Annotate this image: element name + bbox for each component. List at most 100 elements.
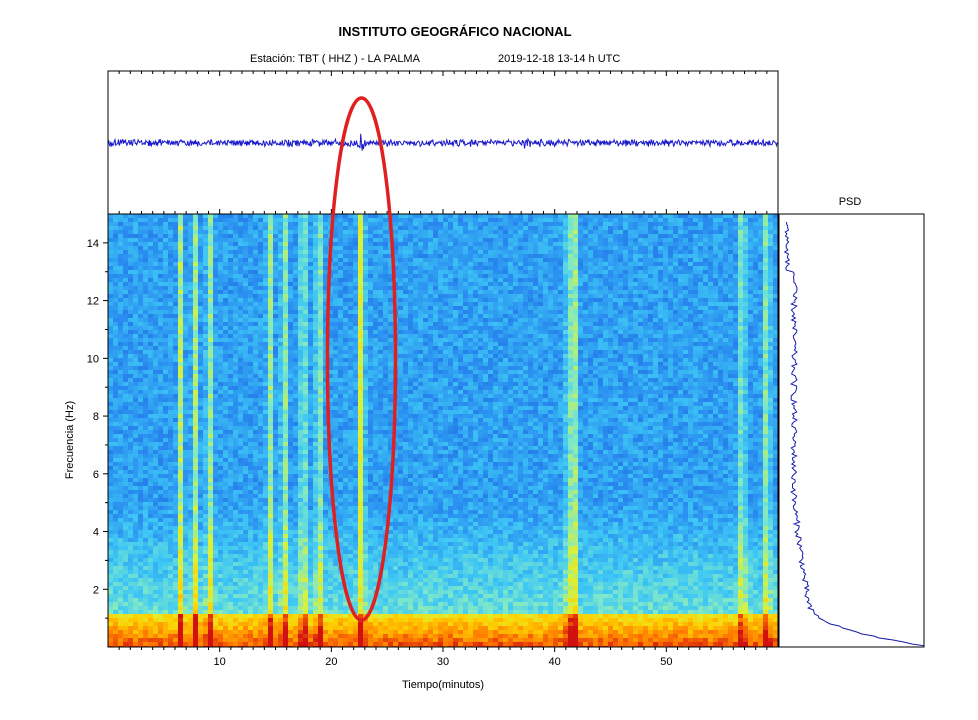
spectrogram-cell — [173, 534, 178, 538]
spectrogram-cell — [233, 610, 238, 614]
spectrogram-cell — [113, 346, 118, 350]
spectrogram-cell — [118, 586, 123, 590]
spectrogram-cell — [263, 282, 268, 286]
spectrogram-cell — [288, 278, 293, 282]
spectrogram-cell — [283, 442, 288, 446]
spectrogram-cell — [173, 342, 178, 346]
spectrogram-cell — [323, 510, 328, 514]
spectrogram-cell — [183, 618, 188, 622]
spectrogram-cell — [128, 482, 133, 486]
spectrogram-cell — [208, 346, 213, 350]
spectrogram-cell — [153, 526, 158, 530]
spectrogram-cell — [148, 482, 153, 486]
spectrogram-cell — [273, 278, 278, 282]
spectrogram-cell — [248, 298, 253, 302]
spectrogram-cell — [143, 226, 148, 230]
spectrogram-cell — [118, 330, 123, 334]
spectrogram-cell — [298, 410, 303, 414]
spectrogram-cell — [283, 358, 288, 362]
spectrogram-cell — [193, 502, 198, 506]
spectrogram-cell — [183, 382, 188, 386]
spectrogram-cell — [163, 298, 168, 302]
spectrogram-cell — [188, 374, 193, 378]
spectrogram-cell — [148, 622, 153, 626]
spectrogram-cell — [293, 466, 298, 470]
spectrogram-cell — [123, 454, 128, 458]
spectrogram-cell — [148, 246, 153, 250]
spectrogram-cell — [153, 378, 158, 382]
spectrogram-cell — [318, 498, 323, 502]
spectrogram-cell — [308, 350, 313, 354]
spectrogram-cell — [123, 318, 128, 322]
spectrogram-cell — [138, 506, 143, 510]
spectrogram-cell — [308, 358, 313, 362]
spectrogram-cell — [238, 630, 243, 634]
spectrogram-cell — [328, 514, 333, 518]
spectrogram-cell — [153, 342, 158, 346]
spectrogram-cell — [223, 582, 228, 586]
spectrogram-cell — [308, 498, 313, 502]
spectrogram-cell — [183, 634, 188, 638]
spectrogram-cell — [113, 502, 118, 506]
spectrogram-cell — [158, 554, 163, 558]
spectrogram-cell — [283, 286, 288, 290]
spectrogram-cell — [188, 358, 193, 362]
spectrogram-cell — [278, 378, 283, 382]
spectrogram-cell — [268, 518, 273, 522]
spectrogram-cell — [148, 574, 153, 578]
spectrogram-cell — [293, 418, 298, 422]
spectrogram-cell — [263, 318, 268, 322]
spectrogram-cell — [203, 362, 208, 366]
spectrogram-cell — [318, 238, 323, 242]
spectrogram-cell — [278, 598, 283, 602]
spectrogram-cell — [243, 474, 248, 478]
spectrogram-cell — [268, 338, 273, 342]
spectrogram-cell — [303, 566, 308, 570]
spectrogram-cell — [248, 246, 253, 250]
spectrogram-cell — [303, 438, 308, 442]
spectrogram-cell — [133, 418, 138, 422]
spectrogram-cell — [258, 578, 263, 582]
spectrogram-cell — [288, 350, 293, 354]
spectrogram-cell — [148, 378, 153, 382]
spectrogram-cell — [278, 622, 283, 626]
spectrogram-cell — [143, 394, 148, 398]
spectrogram-cell — [308, 378, 313, 382]
spectrogram-cell — [323, 418, 328, 422]
spectrogram-cell — [138, 410, 143, 414]
spectrogram-cell — [233, 546, 238, 550]
spectrogram-cell — [283, 602, 288, 606]
spectrogram-cell — [123, 622, 128, 626]
spectrogram-cell — [318, 502, 323, 506]
spectrogram-cell — [173, 310, 178, 314]
spectrogram-cell — [173, 302, 178, 306]
spectrogram-cell — [258, 338, 263, 342]
spectrogram-cell — [173, 314, 178, 318]
spectrogram-cell — [148, 402, 153, 406]
spectrogram-cell — [313, 366, 318, 370]
spectrogram-cell — [143, 538, 148, 542]
spectrogram-cell — [278, 430, 283, 434]
spectrogram-cell — [213, 522, 218, 526]
spectrogram-cell — [128, 622, 133, 626]
spectrogram-cell — [188, 318, 193, 322]
spectrogram-cell — [248, 322, 253, 326]
spectrogram-cell — [188, 406, 193, 410]
spectrogram-cell — [128, 222, 133, 226]
spectrogram-cell — [208, 406, 213, 410]
spectrogram-cell — [188, 338, 193, 342]
spectrogram-cell — [128, 266, 133, 270]
spectrogram-cell — [218, 446, 223, 450]
spectrogram-cell — [298, 330, 303, 334]
spectrogram-cell — [118, 526, 123, 530]
spectrogram-cell — [223, 610, 228, 614]
spectrogram-cell — [308, 570, 313, 574]
spectrogram-cell — [243, 478, 248, 482]
spectrogram-cell — [173, 378, 178, 382]
spectrogram-cell — [308, 214, 313, 218]
spectrogram-cell — [193, 402, 198, 406]
spectrogram-cell — [158, 342, 163, 346]
spectrogram-cell — [178, 230, 183, 234]
spectrogram-cell — [318, 610, 323, 614]
spectrogram-cell — [268, 498, 273, 502]
